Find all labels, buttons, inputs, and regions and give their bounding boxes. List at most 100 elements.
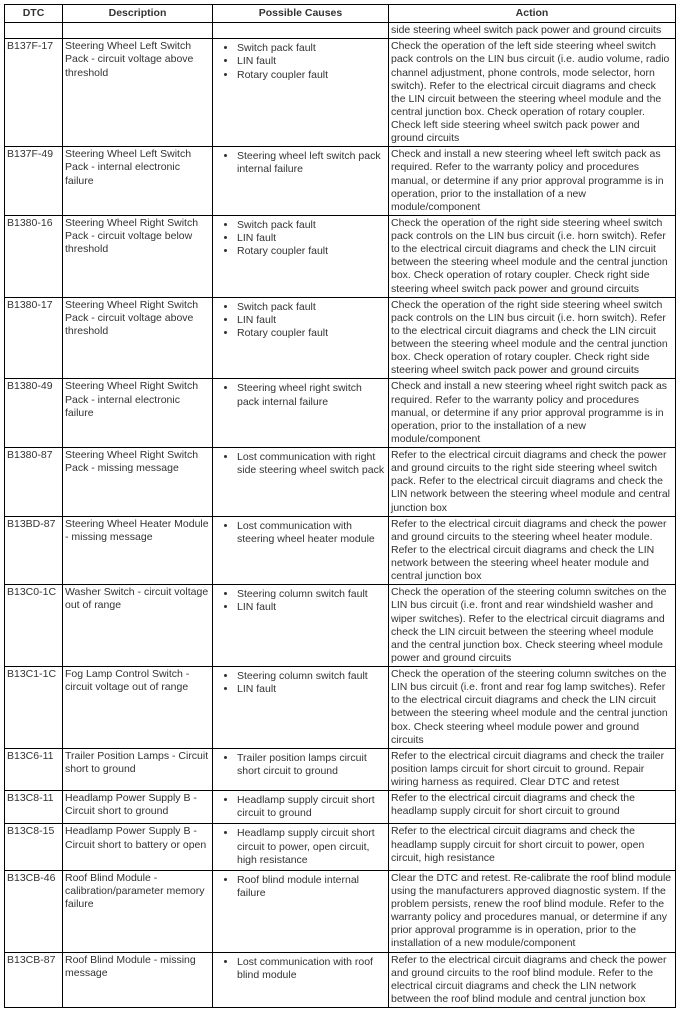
- causes-list: Lost communication with roof blind modul…: [215, 956, 386, 982]
- cause-item: Lost communication with right side steer…: [237, 451, 386, 477]
- cell-dtc: B1380-49: [5, 379, 63, 448]
- cause-item: LIN fault: [237, 55, 386, 68]
- table-row: B13BD-87Steering Wheel Heater Module - m…: [5, 516, 676, 585]
- cell-causes: Switch pack faultLIN faultRotary coupler…: [213, 297, 389, 379]
- cell-dtc: B13C8-15: [5, 824, 63, 870]
- cell-description: Steering Wheel Right Switch Pack - inter…: [63, 379, 213, 448]
- cell-causes: Headlamp supply circuit short circuit to…: [213, 791, 389, 824]
- header-causes: Possible Causes: [213, 5, 389, 23]
- cause-item: Steering wheel left switch pack internal…: [237, 150, 386, 176]
- cause-item: Headlamp supply circuit short circuit to…: [237, 794, 386, 820]
- cause-item: Lost communication with steering wheel h…: [237, 520, 386, 546]
- cause-item: Trailer position lamps circuit short cir…: [237, 752, 386, 778]
- causes-list: Headlamp supply circuit short circuit to…: [215, 827, 386, 866]
- cell-dtc: B13C8-11: [5, 791, 63, 824]
- cell-dtc: B137F-49: [5, 147, 63, 216]
- cell-causes: Steering wheel left switch pack internal…: [213, 147, 389, 216]
- cell-description: Roof Blind Module - missing message: [63, 952, 213, 1008]
- cell-action: Refer to the electrical circuit diagrams…: [389, 824, 676, 870]
- table-row: B1380-17Steering Wheel Right Switch Pack…: [5, 297, 676, 379]
- cause-item: Roof blind module internal failure: [237, 874, 386, 900]
- cause-item: LIN fault: [237, 314, 386, 327]
- cause-item: LIN fault: [237, 683, 386, 696]
- cell-description: Steering Wheel Heater Module - missing m…: [63, 516, 213, 585]
- cell-causes: Roof blind module internal failure: [213, 870, 389, 952]
- cell-causes: Steering column switch faultLIN fault: [213, 667, 389, 749]
- cause-item: Lost communication with roof blind modul…: [237, 956, 386, 982]
- cell-causes: Steering column switch faultLIN fault: [213, 585, 389, 667]
- table-row: B13C1-1CFog Lamp Control Switch - circui…: [5, 667, 676, 749]
- cell-action: Refer to the electrical circuit diagrams…: [389, 516, 676, 585]
- table-header-row: DTC Description Possible Causes Action: [5, 5, 676, 23]
- table-row: B13CB-46Roof Blind Module - calibration/…: [5, 870, 676, 952]
- dtc-table: DTC Description Possible Causes Action s…: [4, 4, 676, 1008]
- cell-description: Fog Lamp Control Switch - circuit voltag…: [63, 667, 213, 749]
- cell-action: Check the operation of the steering colu…: [389, 667, 676, 749]
- cell-description: Steering Wheel Right Switch Pack - missi…: [63, 448, 213, 517]
- cell-dtc: B13BD-87: [5, 516, 63, 585]
- causes-list: Roof blind module internal failure: [215, 874, 386, 900]
- cell-dtc: [5, 23, 63, 39]
- cell-action: Check the operation of the steering colu…: [389, 585, 676, 667]
- cell-description: Headlamp Power Supply B - Circuit short …: [63, 791, 213, 824]
- causes-list: Steering wheel left switch pack internal…: [215, 150, 386, 176]
- cell-causes: Lost communication with steering wheel h…: [213, 516, 389, 585]
- cell-description: Steering Wheel Right Switch Pack - circu…: [63, 297, 213, 379]
- cell-causes: Switch pack faultLIN faultRotary coupler…: [213, 39, 389, 147]
- cell-action: Check the operation of the right side st…: [389, 215, 676, 297]
- cell-dtc: B13C6-11: [5, 748, 63, 790]
- cell-action: Refer to the electrical circuit diagrams…: [389, 448, 676, 517]
- cell-action: Check and install a new steering wheel r…: [389, 379, 676, 448]
- cell-causes: Steering wheel right switch pack interna…: [213, 379, 389, 448]
- cell-description: Headlamp Power Supply B - Circuit short …: [63, 824, 213, 870]
- cell-description: Washer Switch - circuit voltage out of r…: [63, 585, 213, 667]
- cell-causes: [213, 23, 389, 39]
- cell-dtc: B1380-16: [5, 215, 63, 297]
- causes-list: Switch pack faultLIN faultRotary coupler…: [215, 42, 386, 81]
- table-row: B137F-49Steering Wheel Left Switch Pack …: [5, 147, 676, 216]
- cause-item: Steering column switch fault: [237, 588, 386, 601]
- cause-item: Headlamp supply circuit short circuit to…: [237, 827, 386, 866]
- causes-list: Steering column switch faultLIN fault: [215, 588, 386, 614]
- cell-dtc: B137F-17: [5, 39, 63, 147]
- cell-description: Trailer Position Lamps - Circuit short t…: [63, 748, 213, 790]
- cell-action: Refer to the electrical circuit diagrams…: [389, 952, 676, 1008]
- cell-dtc: B1380-87: [5, 448, 63, 517]
- table-row: B13CB-87Roof Blind Module - missing mess…: [5, 952, 676, 1008]
- causes-list: Lost communication with right side steer…: [215, 451, 386, 477]
- cause-item: Steering wheel right switch pack interna…: [237, 382, 386, 408]
- cause-item: Switch pack fault: [237, 219, 386, 232]
- cell-dtc: B13CB-46: [5, 870, 63, 952]
- table-row: B13C6-11Trailer Position Lamps - Circuit…: [5, 748, 676, 790]
- causes-list: Switch pack faultLIN faultRotary coupler…: [215, 301, 386, 340]
- table-row: side steering wheel switch pack power an…: [5, 23, 676, 39]
- cause-item: Switch pack fault: [237, 42, 386, 55]
- cell-action: Check the operation of the left side ste…: [389, 39, 676, 147]
- cell-action: Check the operation of the right side st…: [389, 297, 676, 379]
- causes-list: Headlamp supply circuit short circuit to…: [215, 794, 386, 820]
- causes-list: Lost communication with steering wheel h…: [215, 520, 386, 546]
- cell-dtc: B13CB-87: [5, 952, 63, 1008]
- header-description: Description: [63, 5, 213, 23]
- cause-item: Switch pack fault: [237, 301, 386, 314]
- table-row: B13C8-15Headlamp Power Supply B - Circui…: [5, 824, 676, 870]
- header-dtc: DTC: [5, 5, 63, 23]
- cell-description: Steering Wheel Left Switch Pack - intern…: [63, 147, 213, 216]
- causes-list: Steering wheel right switch pack interna…: [215, 382, 386, 408]
- cell-action: side steering wheel switch pack power an…: [389, 23, 676, 39]
- causes-list: Trailer position lamps circuit short cir…: [215, 752, 386, 778]
- cause-item: Rotary coupler fault: [237, 69, 386, 82]
- cell-description: Steering Wheel Left Switch Pack - circui…: [63, 39, 213, 147]
- cell-dtc: B13C0-1C: [5, 585, 63, 667]
- table-row: B1380-49Steering Wheel Right Switch Pack…: [5, 379, 676, 448]
- causes-list: Switch pack faultLIN faultRotary coupler…: [215, 219, 386, 258]
- cell-description: [63, 23, 213, 39]
- cell-action: Check and install a new steering wheel l…: [389, 147, 676, 216]
- table-row: B1380-87Steering Wheel Right Switch Pack…: [5, 448, 676, 517]
- table-row: B137F-17Steering Wheel Left Switch Pack …: [5, 39, 676, 147]
- table-row: B13C8-11Headlamp Power Supply B - Circui…: [5, 791, 676, 824]
- cell-description: Roof Blind Module - calibration/paramete…: [63, 870, 213, 952]
- cell-dtc: B1380-17: [5, 297, 63, 379]
- cell-causes: Switch pack faultLIN faultRotary coupler…: [213, 215, 389, 297]
- cell-dtc: B13C1-1C: [5, 667, 63, 749]
